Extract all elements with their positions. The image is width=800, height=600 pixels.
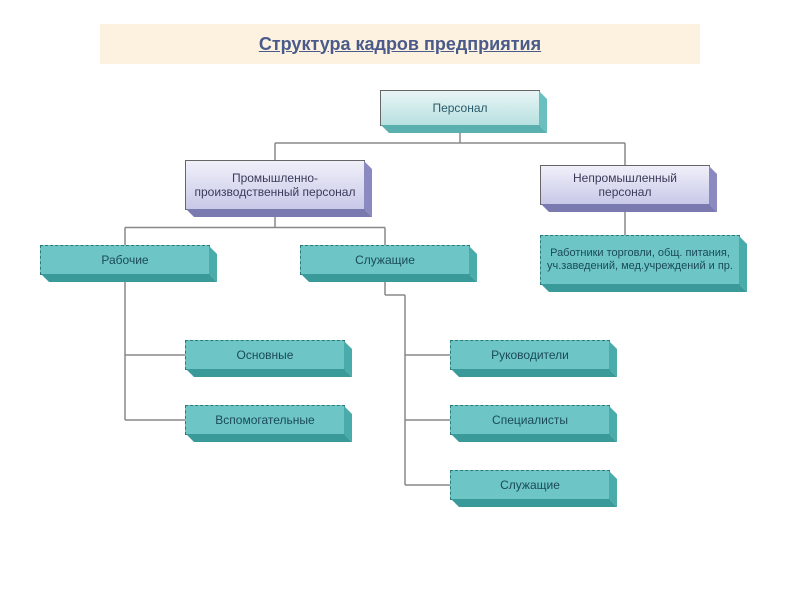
node-label: Вспомогательные <box>215 413 314 427</box>
node-label: Рабочие <box>101 253 148 267</box>
node-label: Руководители <box>491 348 569 362</box>
node-workers: Рабочие <box>40 245 210 275</box>
node-label: Основные <box>237 348 294 362</box>
node-main: Основные <box>185 340 345 370</box>
node-label: Промышленно-производственный персонал <box>192 171 358 200</box>
node-label: Служащие <box>355 253 415 267</box>
node-label: Служащие <box>500 478 560 492</box>
node-managers: Руководители <box>450 340 610 370</box>
node-aux: Вспомогательные <box>185 405 345 435</box>
node-trade: Работники торговли, общ. питания, уч.зав… <box>540 235 740 285</box>
node-industrial: Промышленно-производственный персонал <box>185 160 365 210</box>
node-employees2: Служащие <box>450 470 610 500</box>
node-root: Персонал <box>380 90 540 126</box>
node-nonindustrial: Непромышленный персонал <box>540 165 710 205</box>
diagram-title: Структура кадров предприятия <box>259 34 541 55</box>
node-label: Специалисты <box>492 413 568 427</box>
node-label: Работники торговли, общ. питания, уч.зав… <box>547 247 733 273</box>
node-employees: Служащие <box>300 245 470 275</box>
node-specialists: Специалисты <box>450 405 610 435</box>
title-band: Структура кадров предприятия <box>100 24 700 64</box>
node-label: Непромышленный персонал <box>547 171 703 200</box>
node-label: Персонал <box>432 101 487 115</box>
